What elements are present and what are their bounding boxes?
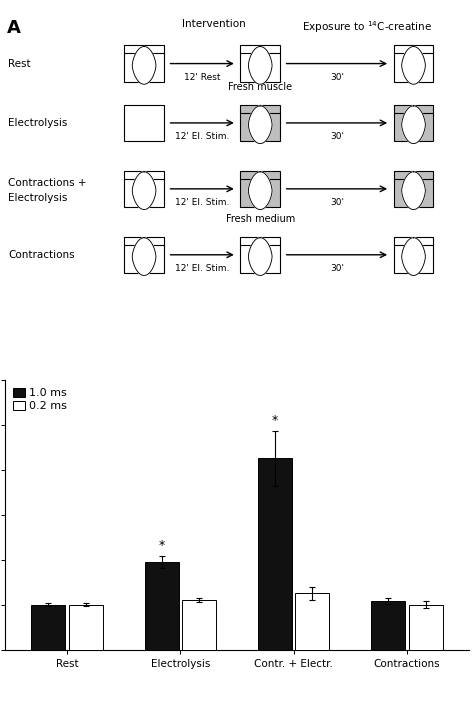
Bar: [69, 604, 103, 650]
Legend: 1.0 ms, 0.2 ms: 1.0 ms, 0.2 ms: [10, 385, 69, 414]
Text: 12' El. Stim.: 12' El. Stim.: [175, 198, 229, 207]
Text: Exposure to $^{14}$C-creatine: Exposure to $^{14}$C-creatine: [302, 19, 432, 35]
Text: 30': 30': [330, 73, 344, 82]
Text: *: *: [158, 539, 165, 552]
Text: Contractions +: Contractions +: [9, 178, 87, 188]
Bar: [394, 45, 433, 82]
Text: Contractions: Contractions: [9, 250, 75, 260]
Polygon shape: [248, 172, 272, 210]
Text: 30': 30': [330, 264, 344, 273]
Bar: [124, 237, 164, 273]
Bar: [394, 104, 433, 141]
Bar: [124, 45, 164, 82]
Polygon shape: [401, 47, 425, 84]
Text: Fresh muscle: Fresh muscle: [228, 83, 292, 92]
Polygon shape: [132, 47, 156, 84]
Bar: [295, 593, 329, 650]
Bar: [31, 604, 65, 650]
Text: Fresh medium: Fresh medium: [226, 214, 295, 224]
Bar: [394, 171, 433, 207]
Bar: [240, 237, 280, 273]
Bar: [409, 604, 443, 650]
Text: 30': 30': [330, 198, 344, 207]
Bar: [240, 171, 280, 207]
Polygon shape: [248, 47, 272, 84]
Polygon shape: [132, 172, 156, 210]
Polygon shape: [401, 172, 425, 210]
Text: 30': 30': [330, 132, 344, 141]
Text: 12' El. Stim.: 12' El. Stim.: [175, 264, 229, 273]
Bar: [371, 601, 405, 650]
Bar: [145, 562, 179, 650]
Bar: [124, 171, 164, 207]
Polygon shape: [132, 238, 156, 275]
Bar: [182, 600, 216, 650]
Bar: [124, 104, 164, 141]
Bar: [394, 237, 433, 273]
Text: Rest: Rest: [9, 59, 31, 68]
Text: A: A: [7, 19, 21, 37]
Bar: [240, 45, 280, 82]
Text: 12' El. Stim.: 12' El. Stim.: [175, 132, 229, 141]
Text: 12' Rest: 12' Rest: [184, 73, 220, 82]
Text: Electrolysis: Electrolysis: [9, 118, 68, 128]
Polygon shape: [248, 238, 272, 275]
Text: Intervention: Intervention: [182, 19, 246, 29]
Polygon shape: [401, 106, 425, 143]
Bar: [240, 104, 280, 141]
Text: Electrolysis: Electrolysis: [9, 193, 68, 203]
Bar: [258, 458, 292, 650]
Text: *: *: [272, 414, 278, 427]
Polygon shape: [248, 106, 272, 143]
Polygon shape: [401, 238, 425, 275]
